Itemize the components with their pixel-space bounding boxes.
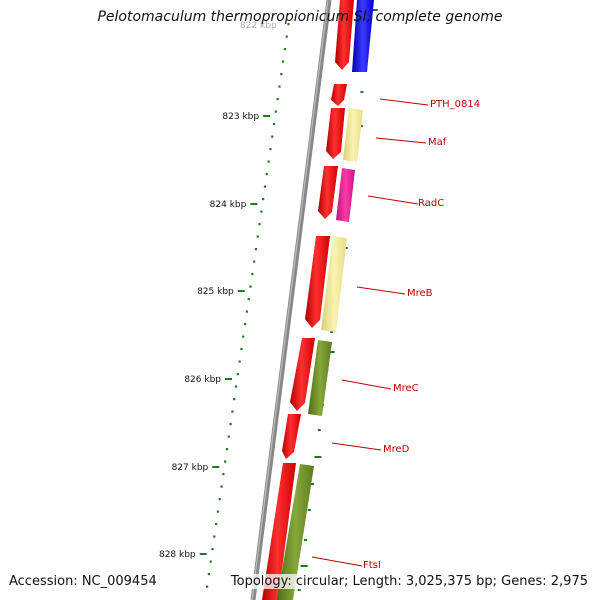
tick-dot	[240, 348, 243, 351]
tick-dot	[280, 73, 283, 76]
cds-feature	[282, 414, 301, 459]
tick-dot	[216, 510, 220, 513]
tick-dot	[267, 160, 270, 163]
genome-backbone	[250, 0, 332, 600]
tick-dot	[285, 35, 288, 38]
gene-label-mred[interactable]: MreD	[383, 444, 410, 455]
gene-label-ftsi[interactable]: FtsI	[363, 560, 381, 571]
tick-dot	[272, 123, 276, 126]
tick-dot	[263, 185, 267, 188]
gene-label-maf[interactable]: Maf	[428, 137, 447, 148]
genome-backbone-highlight	[251, 0, 329, 600]
cog-feature-blue	[352, 0, 374, 72]
tick-label: 824 kbp	[210, 200, 247, 210]
tick-dot	[258, 223, 261, 226]
tick-labels: 823 kbp 824 kbp 825 kbp 826 kbp 827 kbp 828 k…	[159, 112, 259, 560]
cds-feature	[335, 0, 354, 70]
gene-label-mrec[interactable]: MreC	[393, 383, 419, 394]
tick-dot	[225, 448, 229, 451]
tick-dot	[215, 523, 218, 526]
tick-dot	[220, 485, 223, 488]
cds-feature	[305, 236, 330, 328]
tick-label: 826 kbp	[184, 375, 221, 385]
accession-text: Accession: NC_009454	[9, 574, 157, 589]
tick-dot	[283, 48, 286, 51]
tick-dot	[251, 273, 254, 276]
tick-dot	[233, 398, 236, 401]
tick-dot	[281, 60, 285, 63]
tick-dot	[247, 298, 250, 301]
genome-summary-text: Topology: circular; Length: 3,025,375 bp…	[228, 574, 590, 589]
tick-dot	[271, 135, 274, 138]
cds-feature	[326, 108, 345, 159]
tick-label-partial: 822 kbp	[240, 21, 277, 31]
cog-feature-yellow	[321, 236, 347, 332]
tick-dot	[269, 148, 272, 151]
tick-dot	[262, 198, 265, 201]
cds-feature	[262, 463, 296, 600]
tick-dot	[231, 410, 234, 413]
tick-dot	[238, 360, 241, 363]
gene-leader-lines	[311, 98, 429, 567]
tick-label: 827 kbp	[172, 463, 209, 473]
cog-feature-magenta	[336, 168, 355, 222]
cog-feature-yellow	[343, 108, 363, 162]
cog-feature-olive	[308, 340, 332, 416]
gene-label-mreb[interactable]: MreB	[407, 288, 433, 299]
tick-dot	[287, 23, 290, 26]
tick-label: 828 kbp	[159, 550, 196, 560]
tick-dot	[236, 373, 239, 376]
tick-dot	[254, 248, 258, 251]
tick-dot	[218, 498, 221, 501]
tick-dot	[229, 423, 232, 426]
gene-label-radc[interactable]: RadC	[418, 198, 444, 209]
tick-label: 823 kbp	[222, 112, 259, 122]
tick-dots	[205, 23, 290, 588]
tick-dot	[213, 535, 216, 538]
tick-dot	[249, 285, 252, 288]
tick-dot	[265, 173, 268, 176]
tick-dot	[222, 473, 225, 476]
tick-dot	[253, 260, 256, 263]
map-title: Pelotomaculum thermopropionicum SI, comp…	[97, 9, 503, 25]
cds-feature	[290, 338, 315, 411]
tick-dot	[243, 323, 247, 326]
tick-dot	[224, 460, 227, 463]
tick-dot	[245, 310, 248, 313]
tick-dot	[207, 573, 210, 576]
tick-dot	[205, 585, 209, 588]
tick-label: 825 kbp	[197, 287, 234, 297]
tick-dot	[276, 98, 279, 101]
tick-dot	[256, 235, 259, 238]
tick-dot	[234, 385, 238, 388]
cog-feature-olive	[277, 464, 314, 600]
tick-dot	[242, 335, 245, 338]
tick-dot	[227, 435, 230, 438]
cds-feature	[318, 166, 338, 219]
tick-dot	[274, 110, 277, 113]
tick-dot	[211, 548, 214, 551]
cds-feature	[331, 84, 347, 106]
tick-dot	[278, 85, 281, 88]
gene-label-pth0814[interactable]: PTH_0814	[430, 99, 480, 110]
tick-dot	[209, 560, 212, 563]
tick-dot	[260, 210, 263, 213]
